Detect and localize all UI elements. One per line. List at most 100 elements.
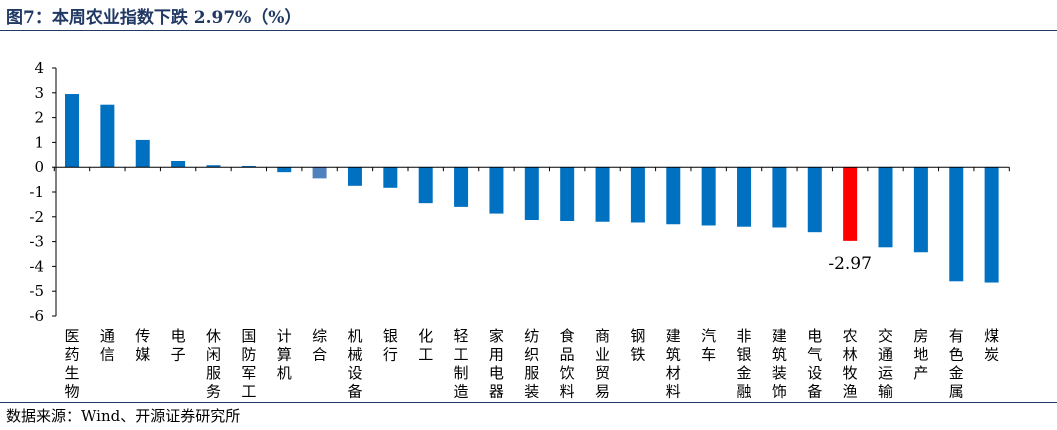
category-label-char: 属 <box>949 383 964 401</box>
category-label-char: 贸 <box>595 364 610 382</box>
category-label-char: 药 <box>64 346 79 364</box>
annotations: -2.97 <box>828 254 872 274</box>
bar <box>878 167 893 248</box>
bar <box>560 167 575 222</box>
category-label-char: 工 <box>241 383 256 401</box>
category-label-char: 纺 <box>524 327 539 345</box>
category-label-char: 械 <box>347 346 362 364</box>
category-label-char: 渔 <box>843 383 858 401</box>
category-label-char: 电 <box>489 364 504 382</box>
category-label-char: 用 <box>489 346 504 364</box>
category-label-char: 物 <box>64 383 79 401</box>
bar <box>489 167 504 214</box>
y-tick-label: -5 <box>29 282 44 300</box>
category-label-char: 机 <box>277 364 292 382</box>
category-label-char: 农 <box>843 327 858 345</box>
category-label-char: 色 <box>949 346 964 364</box>
category-label-char: 算 <box>277 346 292 364</box>
bar <box>65 94 79 168</box>
category-label-char: 通 <box>878 346 893 364</box>
category-label-char: 银 <box>737 346 752 364</box>
bar <box>737 167 752 227</box>
bar <box>135 139 150 168</box>
y-tick-label: -1 <box>29 183 44 201</box>
category-label-char: 工 <box>418 346 433 364</box>
category-label-char: 工 <box>454 346 469 364</box>
category-label-char: 饰 <box>772 383 787 401</box>
bar <box>949 167 964 282</box>
category-label-char: 气 <box>807 346 822 364</box>
category-label-char: 车 <box>701 346 716 364</box>
category-label-char: 林 <box>843 346 858 364</box>
category-label-char: 医 <box>64 327 79 345</box>
bar <box>206 165 221 168</box>
category-label-char: 电 <box>807 327 822 345</box>
bar <box>666 167 681 225</box>
category-label-char: 生 <box>64 364 79 382</box>
category-label-char: 业 <box>595 346 610 364</box>
category-label-char: 器 <box>489 383 504 401</box>
bar <box>524 167 539 221</box>
category-label-char: 服 <box>524 364 539 382</box>
bar <box>347 167 362 186</box>
category-label-char: 设 <box>807 364 822 382</box>
category-label-char: 电 <box>171 327 186 345</box>
y-tick-label: -6 <box>29 307 44 325</box>
title-bar: 图7：本周农业指数下跌 2.97%（%） <box>0 0 1057 31</box>
category-label-char: 制 <box>454 364 469 382</box>
category-label-char: 交 <box>878 327 893 345</box>
category-label-char: 有 <box>949 327 964 345</box>
category-label-char: 筑 <box>666 346 681 364</box>
y-tick-label: -4 <box>29 257 44 275</box>
bar <box>984 167 999 283</box>
category-label-char: 料 <box>560 383 575 401</box>
category-label-char: 铁 <box>630 346 645 364</box>
category-labels: 医药生物通信传媒电子休闲服务国防军工计算机综合机械设备银行化工轻工制造家用电器纺… <box>64 327 999 401</box>
category-label-char: 务 <box>206 383 221 401</box>
category-label-char: 计 <box>277 327 292 345</box>
category-label-char: 材 <box>666 364 681 382</box>
bar <box>772 167 787 228</box>
bars-group <box>65 94 999 283</box>
category-label-char: 子 <box>171 346 186 364</box>
category-label-char: 休 <box>206 327 221 345</box>
category-label-char: 国 <box>241 327 256 345</box>
bar <box>418 167 433 204</box>
category-label-char: 行 <box>383 346 398 364</box>
category-label-char: 饮 <box>560 364 575 382</box>
category-label-char: 煤 <box>984 327 999 345</box>
annotation-label: -2.97 <box>828 254 872 274</box>
category-label-char: 建 <box>666 327 681 345</box>
category-label-char: 筑 <box>772 346 787 364</box>
category-label-char: 化 <box>418 327 433 345</box>
category-label-char: 金 <box>949 364 964 382</box>
bar <box>312 167 327 179</box>
category-label-char: 传 <box>135 327 150 345</box>
category-label-char: 备 <box>807 383 822 401</box>
bar <box>241 165 256 168</box>
bar <box>100 104 115 168</box>
category-label-char: 综 <box>312 327 327 345</box>
category-label-char: 防 <box>241 346 256 364</box>
page-title: 图7：本周农业指数下跌 2.97%（%） <box>6 8 302 28</box>
x-axis <box>53 166 1010 172</box>
category-label-char: 装 <box>772 364 787 382</box>
y-tick-label: 4 <box>34 59 44 77</box>
category-label-char: 织 <box>524 346 539 364</box>
bar <box>630 167 645 223</box>
y-axis: 4 3 2 1 0 -1 -2 -3 -4 -5 -6 <box>29 59 57 325</box>
category-label-char: 机 <box>347 327 362 345</box>
category-label-char: 媒 <box>135 346 150 364</box>
category-label-char: 银 <box>383 327 398 345</box>
y-tick-label: 0 <box>34 158 44 176</box>
y-tick-label: 2 <box>34 109 44 127</box>
footer-divider <box>0 402 1057 403</box>
category-label-char: 食 <box>560 327 575 345</box>
y-tick-label: -3 <box>29 233 44 251</box>
bar <box>595 167 610 222</box>
category-label-char: 商 <box>595 327 610 345</box>
category-label-char: 服 <box>206 364 221 382</box>
category-label-char: 建 <box>772 327 787 345</box>
bar <box>843 167 858 241</box>
